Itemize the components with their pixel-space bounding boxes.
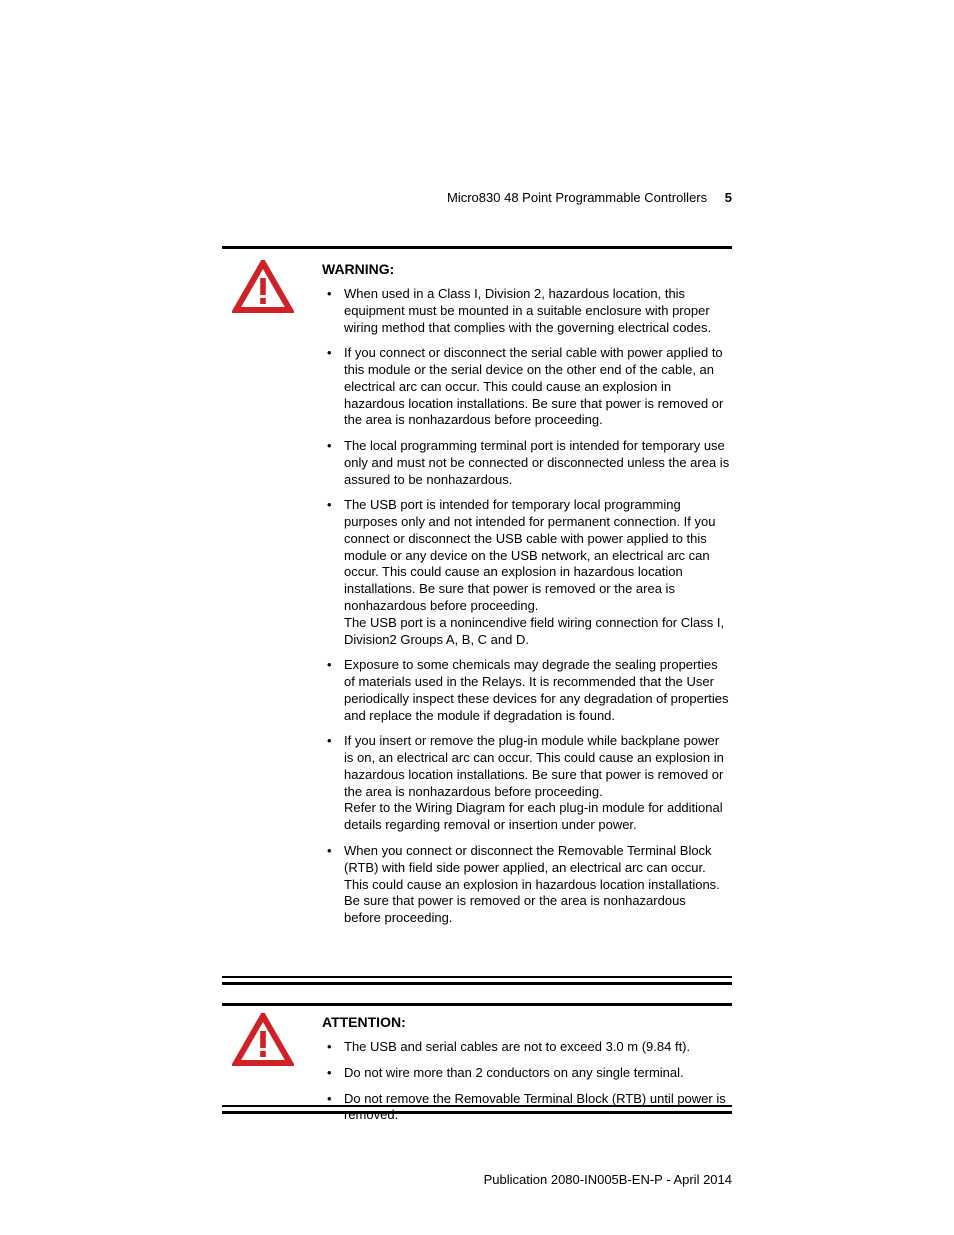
- list-item-text: The USB port is intended for temporary l…: [344, 497, 715, 613]
- page-number: 5: [725, 190, 732, 205]
- page-header: Micro830 48 Point Programmable Controlle…: [222, 190, 732, 205]
- list-item-sub: The USB port is a nonincendive field wir…: [344, 615, 732, 649]
- warning-bottom-rule-thin: [222, 976, 732, 978]
- warning-icon: [232, 260, 294, 319]
- list-item-text: When used in a Class I, Division 2, haza…: [344, 286, 711, 335]
- page-footer: Publication 2080-IN005B-EN-P - April 201…: [222, 1172, 732, 1187]
- list-item: Do not remove the Removable Terminal Blo…: [322, 1091, 732, 1125]
- attention-icon: [232, 1013, 294, 1072]
- list-item: Exposure to some chemicals may degrade t…: [322, 657, 732, 724]
- list-item: The USB and serial cables are not to exc…: [322, 1039, 732, 1056]
- attention-bottom-rule-thick: [222, 1111, 732, 1114]
- list-item-text: If you insert or remove the plug-in modu…: [344, 733, 724, 798]
- list-item-text: When you connect or disconnect the Remov…: [344, 843, 720, 892]
- attention-bottom-rule-thin: [222, 1105, 732, 1107]
- warning-block: WARNING: When used in a Class I, Divisio…: [322, 261, 732, 936]
- attention-top-rule: [222, 1003, 732, 1006]
- list-item-sub: Be sure that power is removed or the are…: [344, 893, 732, 927]
- list-item-text: Do not wire more than 2 conductors on an…: [344, 1065, 684, 1080]
- list-item: The USB port is intended for temporary l…: [322, 497, 732, 648]
- list-item-sub: Refer to the Wiring Diagram for each plu…: [344, 800, 732, 834]
- warning-title: WARNING:: [322, 261, 732, 277]
- list-item: Do not wire more than 2 conductors on an…: [322, 1065, 732, 1082]
- warning-list: When used in a Class I, Division 2, haza…: [322, 286, 732, 927]
- attention-title: ATTENTION:: [322, 1014, 732, 1030]
- list-item-text: If you connect or disconnect the serial …: [344, 345, 723, 427]
- list-item-text: The USB and serial cables are not to exc…: [344, 1039, 690, 1054]
- list-item: When used in a Class I, Division 2, haza…: [322, 286, 732, 336]
- list-item-text: The local programming terminal port is i…: [344, 438, 729, 487]
- list-item: When you connect or disconnect the Remov…: [322, 843, 732, 927]
- header-rule: [222, 246, 732, 249]
- list-item: The local programming terminal port is i…: [322, 438, 732, 488]
- list-item-text: Exposure to some chemicals may degrade t…: [344, 657, 728, 722]
- list-item: If you connect or disconnect the serial …: [322, 345, 732, 429]
- warning-bottom-rule-thick: [222, 982, 732, 985]
- attention-block: ATTENTION: The USB and serial cables are…: [322, 1014, 732, 1133]
- list-item: If you insert or remove the plug-in modu…: [322, 733, 732, 834]
- header-title: Micro830 48 Point Programmable Controlle…: [447, 190, 707, 205]
